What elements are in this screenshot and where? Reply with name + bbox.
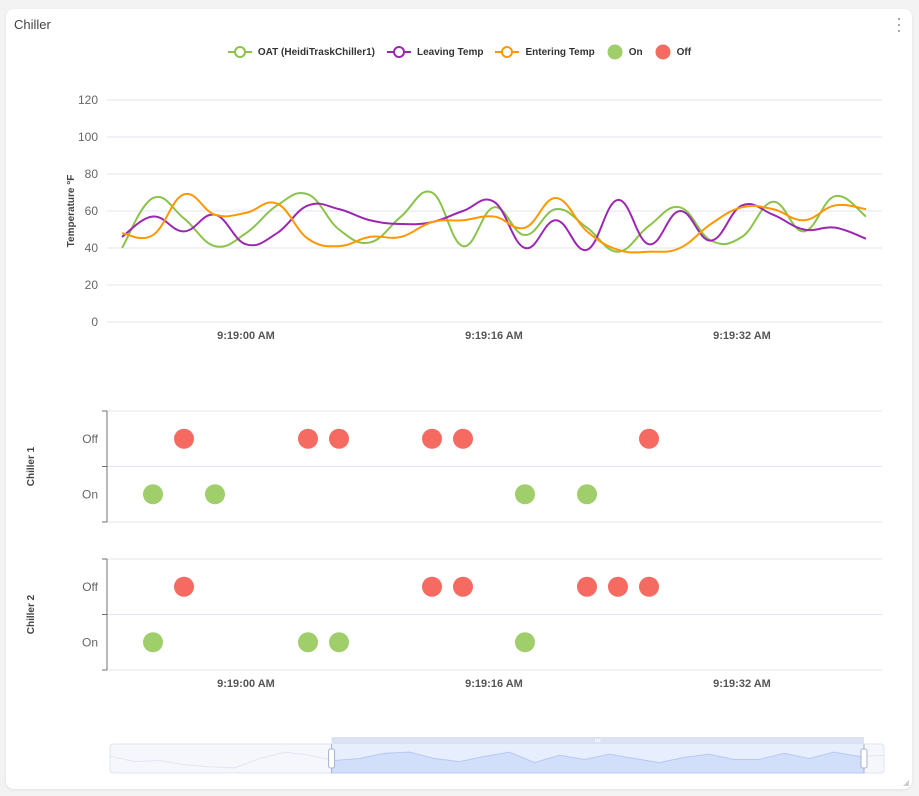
x-tick-label: 9:19:32 AM bbox=[713, 330, 771, 342]
off-point[interactable] bbox=[453, 428, 473, 449]
on-point[interactable] bbox=[205, 484, 225, 505]
more-vertical-icon[interactable] bbox=[896, 18, 902, 32]
legend-item-oat-heiditraskchiller1[interactable]: OAT (HeidiTraskChiller1) bbox=[227, 44, 375, 60]
y-tick-label: 100 bbox=[78, 130, 98, 144]
series-line-leaving-temp[interactable] bbox=[121, 198, 867, 251]
legend-line-symbol-icon bbox=[495, 46, 520, 58]
x-tick-label: 9:19:32 AM bbox=[713, 678, 771, 690]
on-point[interactable] bbox=[515, 632, 535, 653]
off-point[interactable] bbox=[639, 576, 659, 597]
off-point[interactable] bbox=[174, 576, 194, 597]
off-point[interactable] bbox=[174, 428, 194, 449]
y-tick-label: 40 bbox=[85, 241, 99, 255]
y-tick-label: On bbox=[82, 635, 98, 649]
legend-dot-symbol-icon bbox=[607, 44, 623, 60]
off-point[interactable] bbox=[639, 428, 659, 449]
on-point[interactable] bbox=[298, 632, 318, 653]
on-point[interactable] bbox=[143, 632, 163, 653]
chiller-card: Chiller bbox=[6, 9, 912, 789]
y-axis-title: Chiller 2 bbox=[26, 594, 37, 634]
legend-line-symbol-icon bbox=[386, 46, 411, 58]
legend-item-off[interactable]: Off bbox=[655, 44, 691, 60]
data-zoom-left-handle[interactable] bbox=[328, 748, 336, 769]
x-tick-label: 9:19:00 AM bbox=[217, 678, 275, 690]
off-point[interactable] bbox=[608, 576, 628, 597]
legend-label: OAT (HeidiTraskChiller1) bbox=[257, 46, 375, 58]
off-point[interactable] bbox=[453, 576, 473, 597]
y-tick-label: 0 bbox=[91, 315, 98, 329]
y-tick-label: Off bbox=[82, 432, 98, 446]
off-point[interactable] bbox=[329, 428, 349, 449]
resize-handle-icon[interactable] bbox=[903, 780, 909, 786]
y-tick-label: Off bbox=[82, 580, 98, 594]
series-line-oat-heiditraskchiller1[interactable] bbox=[121, 190, 867, 253]
y-axis-title: Temperature °F bbox=[66, 175, 77, 248]
on-point[interactable] bbox=[515, 484, 535, 505]
chart-legend: OAT (HeidiTraskChiller1) Leaving Temp Ente… bbox=[0, 44, 919, 60]
legend-item-leaving-temp[interactable]: Leaving Temp bbox=[386, 44, 484, 60]
on-point[interactable] bbox=[143, 484, 163, 505]
x-tick-label: 9:19:16 AM bbox=[465, 678, 523, 690]
legend-item-entering-temp[interactable]: Entering Temp bbox=[495, 44, 595, 60]
legend-item-on[interactable]: On bbox=[607, 44, 643, 60]
y-tick-label: 60 bbox=[85, 204, 99, 218]
off-point[interactable] bbox=[422, 576, 442, 597]
legend-line-symbol-icon bbox=[227, 46, 252, 58]
legend-label: Leaving Temp bbox=[416, 46, 484, 58]
off-point[interactable] bbox=[422, 428, 442, 449]
off-point[interactable] bbox=[298, 428, 318, 449]
legend-label: On bbox=[628, 46, 643, 58]
legend-dot-symbol-icon bbox=[655, 44, 671, 60]
x-tick-label: 9:19:00 AM bbox=[217, 330, 275, 342]
data-zoom-selected-area bbox=[331, 751, 865, 774]
on-point[interactable] bbox=[329, 632, 349, 653]
y-tick-label: On bbox=[82, 487, 98, 501]
x-tick-label: 9:19:16 AM bbox=[465, 330, 523, 342]
y-axis-title: Chiller 1 bbox=[26, 446, 37, 486]
legend-label: Entering Temp bbox=[525, 46, 595, 58]
off-point[interactable] bbox=[577, 576, 597, 597]
y-tick-label: 120 bbox=[78, 93, 98, 107]
y-tick-label: 80 bbox=[85, 167, 99, 181]
series-line-entering-temp[interactable] bbox=[121, 192, 867, 254]
card-title: Chiller bbox=[14, 17, 51, 32]
on-point[interactable] bbox=[577, 484, 597, 505]
y-tick-label: 20 bbox=[85, 278, 99, 292]
data-zoom-right-handle[interactable] bbox=[860, 748, 868, 769]
legend-label: Off bbox=[676, 46, 692, 58]
